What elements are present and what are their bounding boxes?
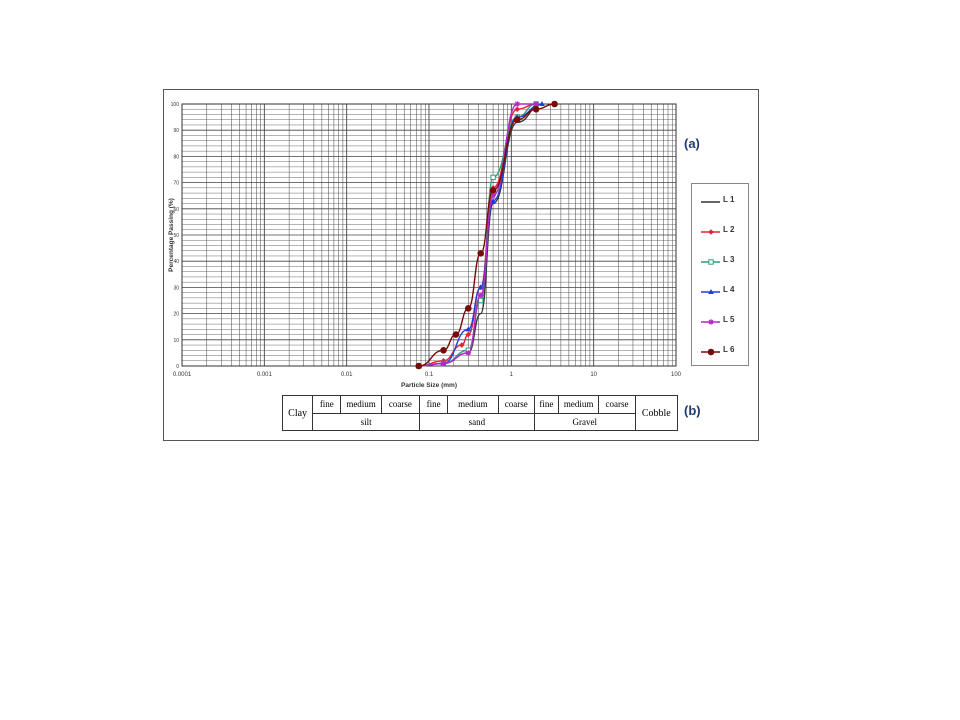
y-tick-label: 50 <box>173 233 179 239</box>
silt-fine-cell: fine <box>312 395 342 414</box>
gravel-coarse-cell: coarse <box>598 395 636 414</box>
data-point <box>415 362 423 370</box>
series-5 <box>415 101 539 369</box>
legend-item: L 4 <box>700 285 748 298</box>
data-point <box>489 187 497 194</box>
data-point <box>477 250 485 257</box>
data-point <box>458 342 465 348</box>
x-tick-label: 1 <box>510 372 514 378</box>
y-tick-label: 10 <box>173 338 179 344</box>
legend-swatch <box>701 229 720 235</box>
data-point <box>465 331 472 338</box>
y-tick-label: 90 <box>173 128 179 134</box>
y-tick-label: 80 <box>173 154 179 160</box>
sand-medium-cell: medium <box>447 395 499 414</box>
legend-label: L 2 <box>723 225 735 234</box>
data-point <box>514 101 521 107</box>
legend-item: L 6 <box>700 345 748 358</box>
data-point <box>465 350 472 356</box>
silt-group-cell: silt <box>312 412 420 431</box>
x-tick-label: 10 <box>590 372 597 378</box>
gravel-medium-cell: medium <box>558 395 600 414</box>
plot-frame <box>181 103 677 367</box>
data-point <box>440 360 447 367</box>
data-point <box>490 174 496 181</box>
y-tick-label: 40 <box>173 259 179 265</box>
soil-classification-table: Clay fine medium coarse fine medium coar… <box>281 395 679 431</box>
data-point <box>532 105 540 113</box>
series-6 <box>415 100 558 370</box>
legend-marker <box>707 348 715 356</box>
legend-swatch <box>701 348 720 356</box>
legend-item: L 2 <box>700 225 748 238</box>
data-point <box>551 100 558 108</box>
y-tick-label: 20 <box>173 312 179 318</box>
y-tick-label: 60 <box>173 207 179 213</box>
gravel-fine-cell: fine <box>533 395 560 414</box>
legend-label: L 5 <box>723 315 735 324</box>
legend-swatch <box>701 289 720 294</box>
sand-group-cell: sand <box>419 412 535 431</box>
y-tick-label: 30 <box>173 285 179 291</box>
data-point <box>533 101 539 107</box>
data-point <box>490 192 496 199</box>
legend-swatch <box>701 201 720 203</box>
data-point <box>514 106 521 113</box>
gravel-group-cell: Gravel <box>533 412 636 431</box>
data-point <box>477 292 484 299</box>
legend-marker <box>708 319 714 325</box>
sand-fine-cell: fine <box>418 395 449 414</box>
data-point <box>452 331 460 338</box>
y-tick-label: 0 <box>176 364 179 370</box>
legend-label: L 4 <box>723 285 735 294</box>
x-tick-label: 0.01 <box>341 372 353 378</box>
grading-figure: 0.0001 0.001 0.01 0.1 1 10 100 0 10 20 30 40 50 60 70 8… <box>163 89 759 441</box>
x-axis-label: Particle Size (mm) <box>401 382 457 389</box>
silt-coarse-cell: coarse <box>380 395 421 414</box>
data-point <box>464 305 472 312</box>
data-point <box>513 116 521 124</box>
sand-coarse-cell: coarse <box>497 395 535 414</box>
clay-cell: Clay <box>281 395 314 431</box>
legend-label: L 3 <box>723 255 735 264</box>
x-tick-label: 100 <box>671 372 682 378</box>
data-point <box>490 197 496 203</box>
y-axis-label: Percentage Passing (%) <box>168 198 175 272</box>
data-point <box>477 284 484 290</box>
cobble-cell: Cobble <box>634 395 679 431</box>
grid <box>181 103 677 367</box>
data-point <box>478 297 484 304</box>
grading-chart: 0.0001 0.001 0.01 0.1 1 10 100 0 10 20 30 40 50 60 70 8… <box>168 100 682 389</box>
x-tick-label: 0.001 <box>257 372 273 378</box>
legend-swatch <box>701 319 720 325</box>
legend-item: L 3 <box>700 255 748 268</box>
legend-item: L 1 <box>700 195 748 208</box>
x-tick-label: 0.0001 <box>173 372 192 378</box>
panel-label-b: (b) <box>684 403 701 418</box>
legend-item: L 5 <box>700 315 748 328</box>
legend-marker <box>708 289 714 294</box>
data-point <box>539 101 545 106</box>
panel-label-a: (a) <box>684 136 700 151</box>
legend: L 1 L 2 L 3 L 4 L 5 L 6 <box>691 183 749 366</box>
data-point <box>465 326 472 332</box>
x-tick-label: 0.1 <box>425 372 434 378</box>
legend-marker <box>708 259 714 265</box>
series-4 <box>415 101 545 368</box>
silt-medium-cell: medium <box>340 395 382 414</box>
legend-swatch <box>701 259 720 265</box>
y-tick-label: 70 <box>173 181 179 187</box>
data-point <box>440 346 447 354</box>
legend-label: L 6 <box>723 345 735 354</box>
y-tick-label: 100 <box>171 102 180 108</box>
legend-marker <box>708 229 714 235</box>
legend-label: L 1 <box>723 195 735 204</box>
